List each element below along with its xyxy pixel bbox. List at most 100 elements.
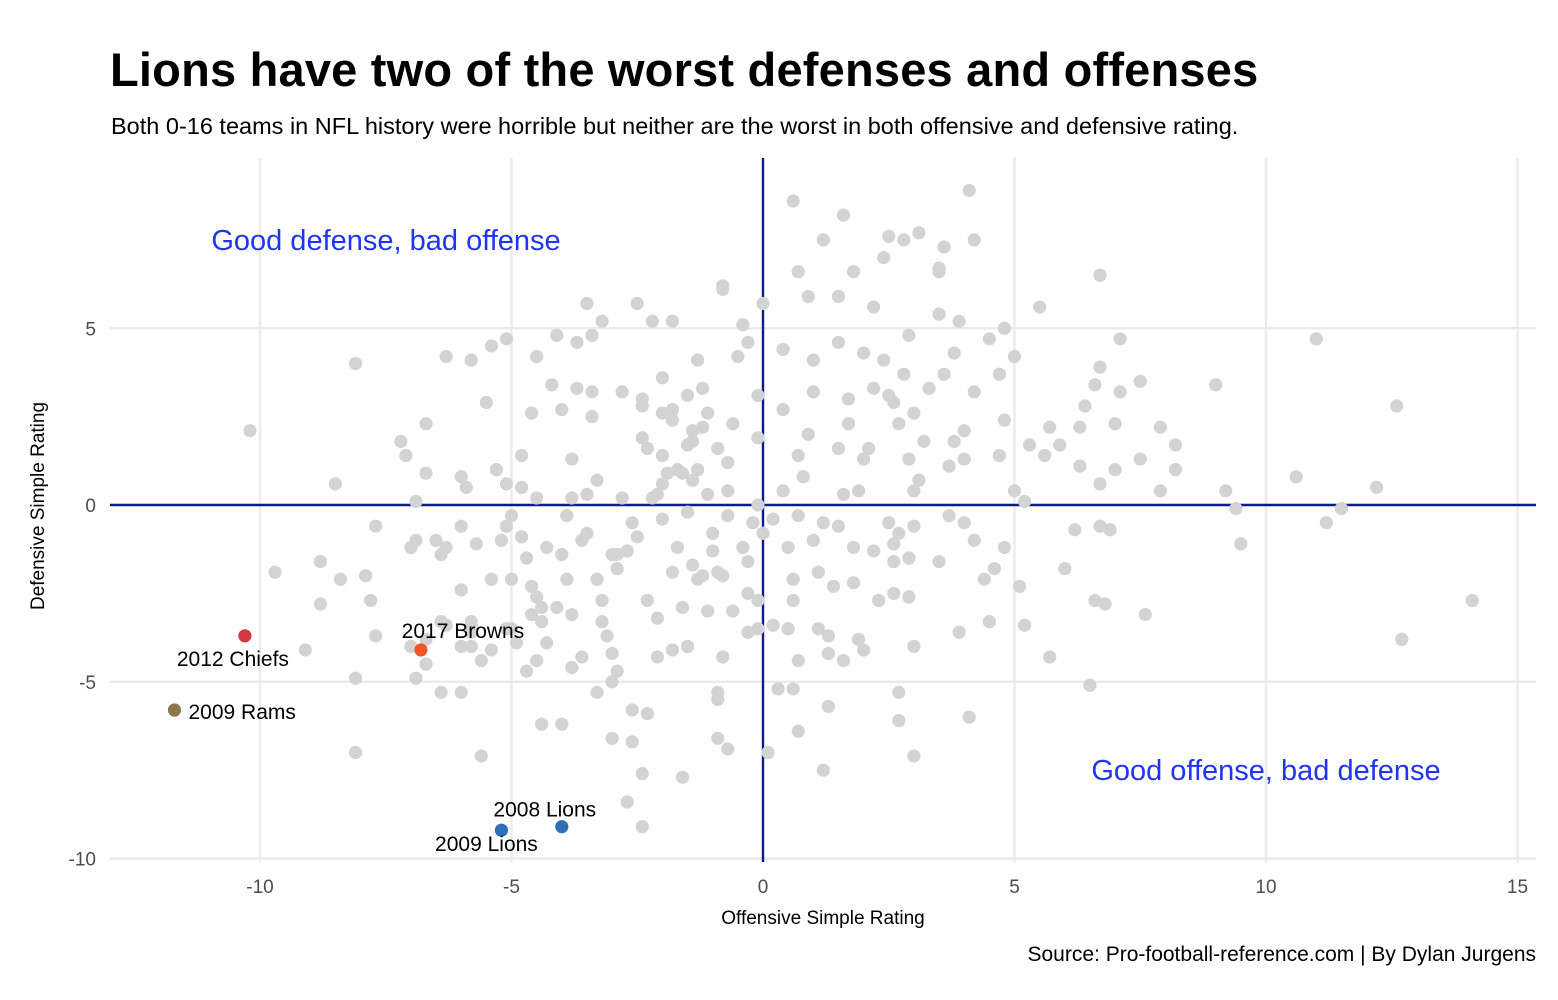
data-point	[630, 530, 644, 544]
data-point	[696, 381, 710, 395]
data-point	[605, 547, 619, 562]
data-point	[530, 590, 544, 604]
data-point	[1073, 420, 1087, 434]
data-point	[751, 622, 765, 636]
y-tick-label: 0	[85, 496, 96, 517]
data-point	[1012, 579, 1027, 593]
data-point	[701, 487, 715, 501]
data-point	[454, 639, 468, 654]
data-point	[1370, 480, 1384, 494]
data-point	[957, 452, 971, 466]
data-point	[1103, 523, 1117, 537]
data-point	[791, 509, 805, 523]
data-point	[977, 572, 991, 586]
data-point	[1038, 448, 1052, 463]
data-point	[328, 477, 343, 491]
y-tick-label: -5	[79, 673, 96, 694]
source-caption: Source: Pro-football-reference.com | By …	[1027, 943, 1536, 966]
data-point	[419, 417, 433, 431]
data-point	[857, 452, 871, 466]
data-point	[907, 484, 921, 498]
data-point	[952, 625, 966, 639]
data-point	[519, 664, 534, 678]
data-point	[766, 512, 780, 526]
data-point	[530, 653, 544, 668]
data-point	[791, 653, 805, 668]
data-point	[454, 519, 468, 533]
y-tick-label: -10	[69, 850, 96, 871]
data-point	[1093, 360, 1107, 374]
data-point	[897, 233, 911, 247]
data-point	[590, 473, 604, 487]
data-point	[932, 307, 946, 321]
data-point	[811, 622, 825, 636]
data-point	[1078, 399, 1092, 413]
data-point	[887, 554, 901, 569]
highlighted-point	[238, 629, 252, 643]
data-point	[756, 296, 770, 311]
x-tick-label: -10	[246, 877, 273, 898]
data-point	[786, 682, 800, 696]
data-point	[585, 385, 599, 399]
data-point	[404, 639, 418, 654]
data-point	[706, 544, 720, 558]
data-point	[841, 417, 856, 431]
data-point	[716, 279, 730, 293]
data-point	[464, 639, 478, 654]
data-point	[791, 448, 805, 463]
data-point	[806, 533, 820, 547]
x-tick-label: 10	[1255, 877, 1276, 898]
data-point	[585, 410, 599, 424]
data-point	[1168, 463, 1183, 477]
data-point	[892, 685, 906, 699]
data-point	[419, 632, 433, 646]
data-point	[771, 682, 785, 696]
data-point	[867, 544, 881, 558]
data-point	[892, 526, 906, 540]
data-point	[716, 650, 730, 664]
data-point	[1093, 268, 1107, 282]
chart-title: Lions have two of the worst defenses and…	[110, 43, 1259, 96]
highlighted-point	[414, 643, 428, 657]
data-point	[595, 615, 609, 629]
data-point	[1133, 452, 1147, 466]
data-point	[675, 770, 690, 784]
data-point	[836, 653, 851, 668]
data-point	[439, 349, 453, 364]
data-point	[1133, 374, 1147, 388]
data-point	[640, 593, 654, 608]
data-point	[580, 296, 594, 311]
data-point	[454, 685, 468, 699]
data-point	[459, 480, 473, 494]
data-point	[519, 551, 534, 565]
data-point	[1043, 650, 1057, 664]
data-point	[680, 505, 695, 519]
data-point	[1088, 378, 1102, 392]
data-point	[680, 639, 695, 654]
data-point	[1334, 501, 1349, 516]
reference-lines	[110, 158, 1536, 862]
data-point	[781, 540, 795, 555]
chart-subtitle: Both 0-16 teams in NFL history were horr…	[111, 113, 1239, 139]
data-point	[333, 572, 348, 586]
data-point	[711, 731, 725, 745]
data-point	[650, 611, 664, 625]
data-point	[741, 586, 755, 600]
highlighted-point	[167, 703, 182, 717]
data-point	[1219, 484, 1233, 498]
y-axis-title: Defensive Simple Rating	[28, 402, 49, 610]
data-point	[1017, 618, 1032, 632]
data-point	[494, 533, 509, 547]
data-point	[907, 406, 921, 420]
data-point	[525, 607, 539, 622]
data-point	[1153, 420, 1167, 434]
data-point	[439, 618, 453, 632]
data-point	[1088, 593, 1102, 608]
data-point	[947, 434, 961, 448]
data-point	[474, 749, 488, 763]
data-point	[635, 767, 649, 781]
data-point	[736, 540, 750, 555]
data-point	[570, 381, 584, 395]
data-point	[675, 600, 690, 615]
data-point	[791, 724, 805, 738]
